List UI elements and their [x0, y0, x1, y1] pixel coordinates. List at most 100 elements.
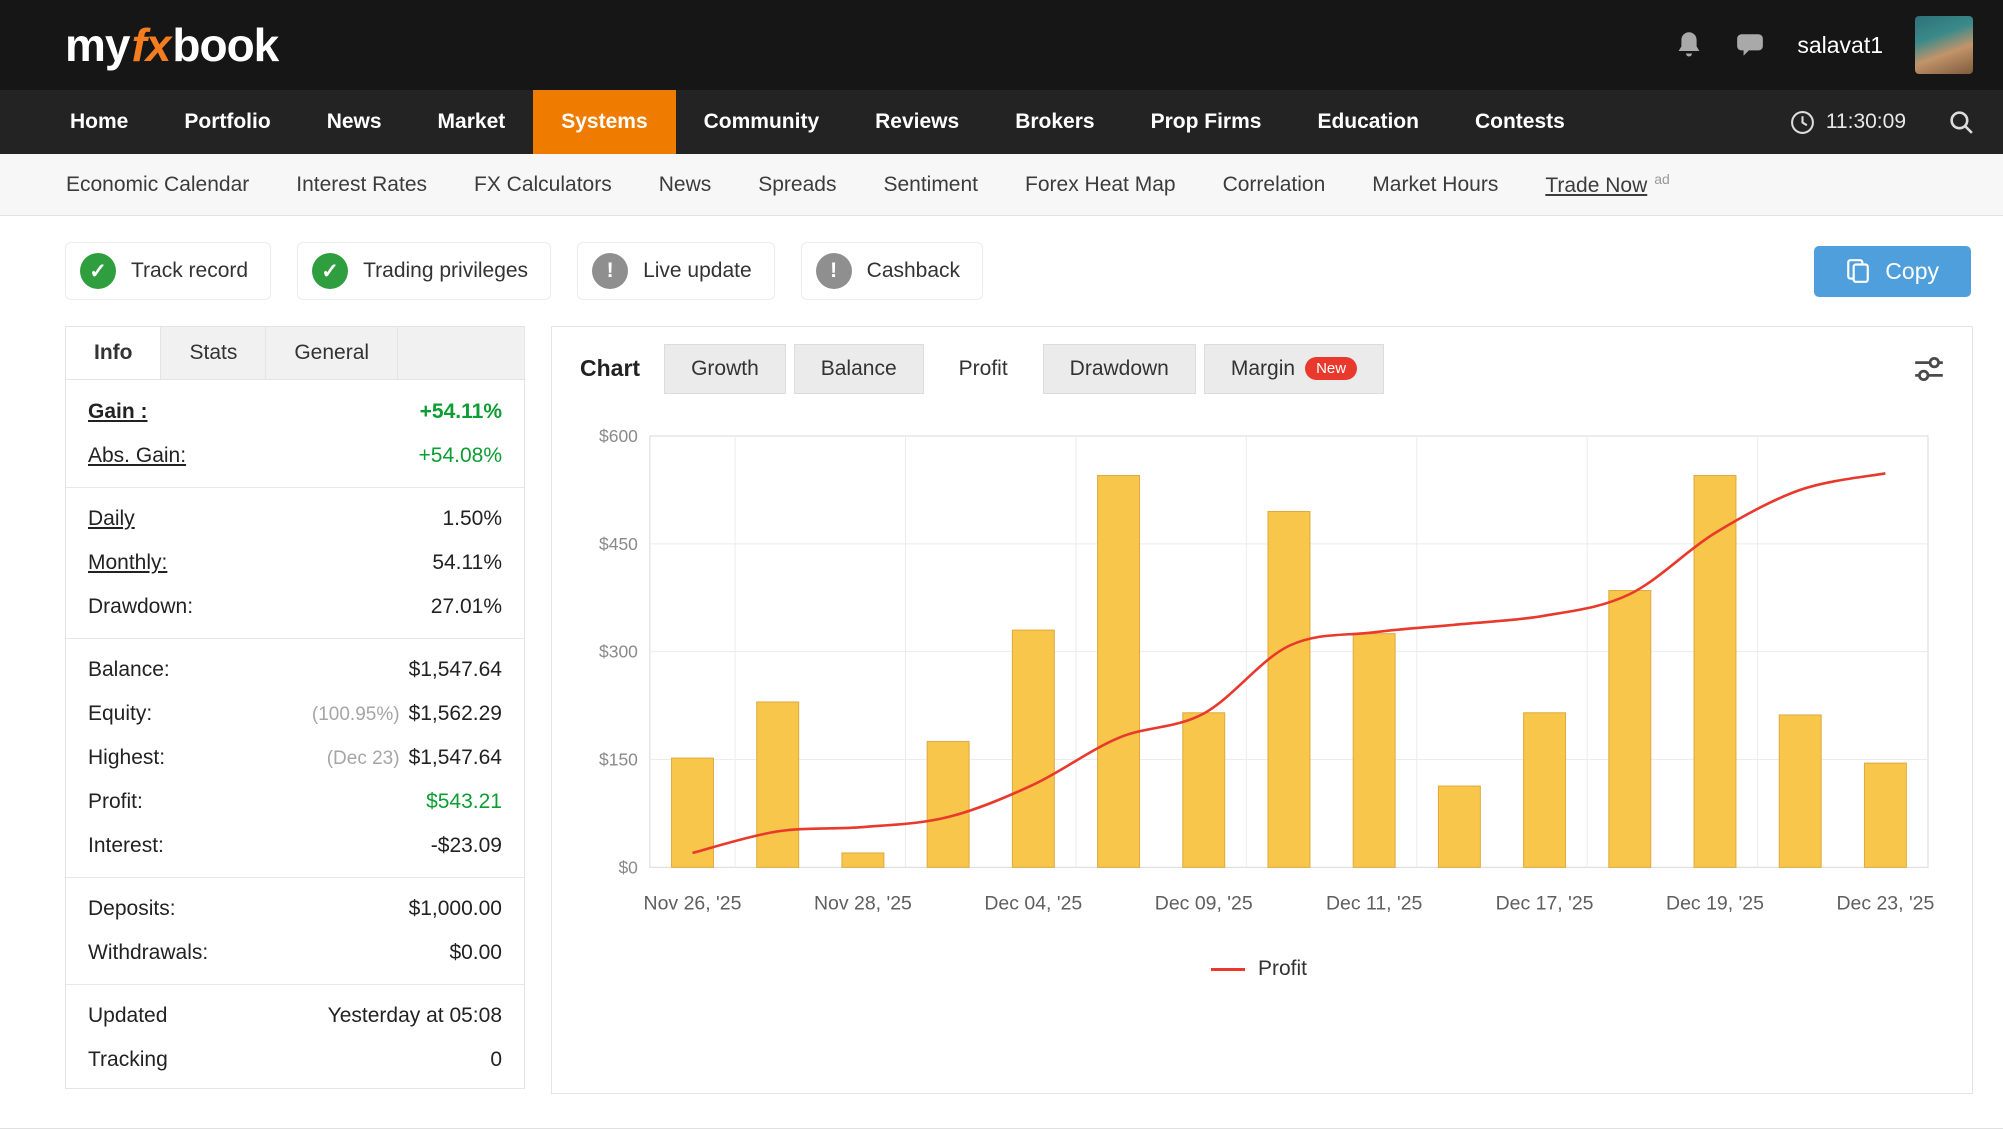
legend-label: Profit: [1257, 957, 1307, 981]
stat-label: Highest:: [88, 746, 166, 769]
stat-row-tracking: Tracking 0: [66, 1038, 524, 1082]
logo-book: book: [172, 19, 279, 71]
badge-trading-privileges[interactable]: ✓ Trading privileges: [297, 242, 552, 300]
stat-row-monthly: Monthly: 54.11%: [66, 541, 524, 585]
subnav-item-label: Correlation: [1222, 172, 1326, 196]
tab-drawdown[interactable]: Drawdown: [1042, 343, 1196, 394]
stat-value: $1,547.64: [408, 746, 502, 769]
svg-text:$300: $300: [599, 642, 638, 662]
stat-value: $1,000.00: [408, 897, 502, 920]
subnav-item-label: Sentiment: [883, 172, 979, 196]
tab-info[interactable]: Info: [66, 327, 162, 379]
subnav-item-label: Economic Calendar: [66, 172, 250, 196]
stat-row-daily: Daily 1.50%: [66, 497, 524, 541]
stat-value-wrap: 54.11%: [432, 551, 502, 575]
svg-text:Dec 17, '25: Dec 17, '25: [1496, 892, 1594, 914]
info-panel-tabs: Info Stats General: [66, 327, 524, 380]
stat-value: $1,547.64: [408, 658, 502, 681]
tab-margin[interactable]: Margin New: [1203, 343, 1385, 394]
svg-text:Dec 23, '25: Dec 23, '25: [1836, 892, 1934, 914]
chart-tabs-list: Growth Balance Profit Drawdown Margin New: [656, 343, 1385, 394]
avatar[interactable]: [1915, 16, 1973, 74]
nav-item-reviews[interactable]: Reviews: [875, 110, 960, 133]
stat-row-updated: Updated Yesterday at 05:08: [66, 994, 524, 1038]
stat-value-wrap: Yesterday at 05:08: [328, 1004, 502, 1028]
divider: [66, 877, 524, 878]
tab-label: Balance: [820, 356, 897, 380]
subnav-item-label: Spreads: [758, 172, 837, 196]
nav-item-brokers[interactable]: Brokers: [1015, 110, 1095, 133]
stat-label: Updated: [88, 1004, 168, 1027]
nav-item-portfolio[interactable]: Portfolio: [184, 110, 271, 133]
tab-profit[interactable]: Profit: [931, 343, 1035, 394]
check-icon: ✓: [312, 253, 349, 289]
svg-text:Dec 09, '25: Dec 09, '25: [1155, 892, 1253, 914]
messages-icon[interactable]: [1735, 31, 1765, 59]
myfxbook-logo[interactable]: myfxbook: [65, 18, 279, 72]
nav-item-community[interactable]: Community: [703, 110, 820, 133]
stat-row-profit: Profit: $543.21: [66, 780, 524, 824]
username[interactable]: salavat1: [1797, 31, 1883, 58]
subnav-item-label: News: [658, 172, 712, 196]
svg-text:Nov 28, '25: Nov 28, '25: [814, 892, 912, 914]
svg-text:Dec 04, '25: Dec 04, '25: [984, 892, 1082, 914]
stat-label: Daily: [88, 507, 135, 530]
nav-item-contests[interactable]: Contests: [1474, 110, 1565, 133]
subnav-item-interest-rates[interactable]: Interest Rates: [296, 173, 427, 197]
svg-text:Dec 19, '25: Dec 19, '25: [1666, 892, 1764, 914]
copy-button[interactable]: Copy: [1814, 245, 1971, 297]
stat-row-highest: Highest: (Dec 23) $1,547.64: [66, 736, 524, 780]
tab-balance[interactable]: Balance: [793, 343, 924, 394]
subnav-item-spreads[interactable]: Spreads: [758, 173, 836, 197]
nav-item-prop-firms[interactable]: Prop Firms: [1150, 110, 1262, 133]
badge-track-record[interactable]: ✓ Track record: [65, 242, 272, 300]
subnav-item-label: Forex Heat Map: [1025, 172, 1176, 196]
stat-label: Interest:: [88, 834, 164, 857]
svg-text:$150: $150: [599, 749, 638, 769]
nav-item-systems[interactable]: Systems: [533, 90, 676, 154]
subnav-item-economic-calendar[interactable]: Economic Calendar: [66, 173, 249, 197]
subnav-item-correlation[interactable]: Correlation: [1223, 173, 1326, 197]
stat-value: +54.08%: [418, 444, 503, 467]
stat-label: Gain :: [88, 400, 148, 423]
stat-value-wrap: $543.21: [426, 790, 502, 814]
stat-label: Abs. Gain:: [88, 444, 187, 467]
stat-value: $543.21: [426, 790, 502, 813]
stat-row-equity: Equity: (100.95%) $1,562.29: [66, 692, 524, 736]
subnav-item-sentiment[interactable]: Sentiment: [883, 173, 978, 197]
svg-text:$600: $600: [599, 426, 638, 446]
stat-label: Drawdown:: [88, 595, 194, 618]
main-content: Info Stats General Gain : +54.11% Abs. Gain:…: [65, 326, 1973, 1094]
tab-general[interactable]: General: [266, 327, 399, 379]
subnav-item-forex-heat-map[interactable]: Forex Heat Map: [1025, 173, 1176, 197]
exclamation-icon: !: [592, 253, 629, 289]
subnav-item-fx-calculators[interactable]: FX Calculators: [474, 173, 612, 197]
notifications-bell-icon[interactable]: [1675, 30, 1703, 60]
subnav-item-market-hours[interactable]: Market Hours: [1372, 173, 1498, 197]
legend-line-swatch: [1210, 967, 1245, 971]
nav-item-education[interactable]: Education: [1317, 110, 1419, 133]
clock-icon: [1790, 110, 1815, 135]
badge-live-update[interactable]: ! Live update: [577, 242, 775, 300]
stat-row-interest: Interest: -$23.09: [66, 824, 524, 868]
nav-item-market[interactable]: Market: [437, 110, 506, 133]
tab-growth[interactable]: Growth: [664, 343, 786, 394]
subnav-item-news[interactable]: News: [659, 173, 712, 197]
svg-text:Dec 11, '25: Dec 11, '25: [1326, 892, 1423, 914]
search-icon[interactable]: [1920, 90, 2003, 154]
main-nav: Home Portfolio News Market Systems Community R…: [0, 90, 2003, 154]
tab-stats[interactable]: Stats: [161, 327, 267, 379]
nav-item-news[interactable]: News: [326, 110, 382, 133]
svg-text:$0: $0: [618, 857, 638, 877]
nav-items: Home Portfolio News Market Systems Community R…: [42, 90, 1593, 154]
stat-value-prefix: (Dec 23): [326, 748, 400, 769]
chart-panel: Chart Growth Balance Profit Drawdown Margin N…: [551, 326, 1973, 1094]
subnav-item-trade-now[interactable]: Trade Now ad: [1545, 171, 1670, 198]
profit-chart[interactable]: $0 $150 $300 $450 $600 Nov 26, '25 Nov 28, '25…: [570, 420, 1948, 939]
chart-settings-icon[interactable]: [1912, 354, 1946, 384]
nav-item-home[interactable]: Home: [70, 110, 129, 133]
stat-row-balance: Balance: $1,547.64: [66, 648, 524, 692]
badge-cashback[interactable]: ! Cashback: [800, 242, 984, 300]
stat-label: Withdrawals:: [88, 941, 209, 964]
stat-label: Deposits:: [88, 897, 176, 920]
